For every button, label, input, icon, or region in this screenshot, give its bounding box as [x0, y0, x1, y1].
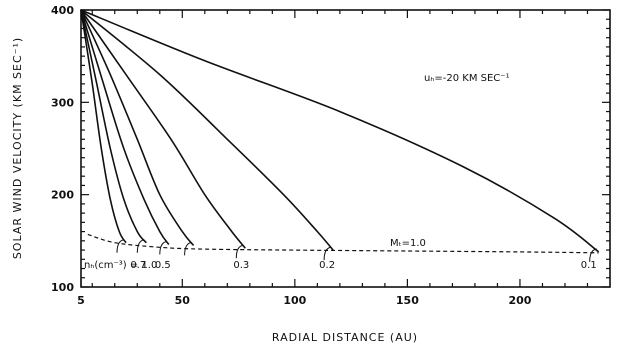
- annotation-mt: Mₜ=1.0: [390, 238, 426, 249]
- curve-label: 0.3: [233, 260, 249, 271]
- velocity-curve-5: [80, 9, 246, 249]
- y-tick-label: 300: [51, 96, 74, 109]
- velocity-curve-7: [80, 9, 600, 253]
- axis-ticks: [80, 9, 610, 288]
- curve-pointer: [159, 241, 167, 255]
- plot-frame: [80, 9, 611, 288]
- curve-pointer: [184, 241, 192, 256]
- curves: [80, 9, 600, 253]
- velocity-curve-2: [80, 9, 147, 244]
- curve-pointer: [323, 246, 332, 261]
- y-tick-label: 100: [51, 281, 74, 294]
- curve-labels: 0.7 0.5 0.3 0.2 0.1: [130, 260, 596, 271]
- annotation-nh-prefix: nₕ(cm⁻³) = 1.0: [84, 260, 157, 271]
- tick-labels: 5 50 100 150 200 100 200 300 400: [51, 4, 532, 307]
- curve-pointers: [116, 239, 597, 262]
- x-tick-label: 150: [396, 294, 419, 307]
- curve-pointer: [116, 239, 125, 253]
- curve-pointer: [589, 248, 597, 262]
- curve-label: 0.5: [155, 260, 171, 271]
- threshold-dashed-curve: [87, 233, 599, 254]
- annotation-uh: uₕ=-20 KM SEC⁻¹: [424, 73, 510, 84]
- y-tick-label: 200: [51, 189, 74, 202]
- velocity-curve-4: [80, 9, 195, 246]
- x-tick-label: 200: [508, 294, 531, 307]
- velocity-curve-1: [80, 9, 127, 244]
- velocity-curve-3: [80, 9, 170, 245]
- y-tick-label: 400: [51, 4, 74, 17]
- x-tick-label: 50: [175, 294, 191, 307]
- curve-label: 0.2: [319, 260, 335, 271]
- y-axis-label: SOLAR WIND VELOCITY (KM SEC⁻¹): [11, 37, 24, 259]
- curve-pointer: [235, 244, 244, 259]
- x-tick-label: 5: [77, 294, 85, 307]
- velocity-curve-6: [80, 9, 334, 251]
- curve-pointer: [136, 239, 145, 253]
- curve-label: 0.7: [130, 260, 146, 271]
- x-axis-label: RADIAL DISTANCE (AU): [272, 331, 418, 344]
- x-tick-label: 100: [283, 294, 306, 307]
- curve-label: 0.1: [581, 260, 597, 271]
